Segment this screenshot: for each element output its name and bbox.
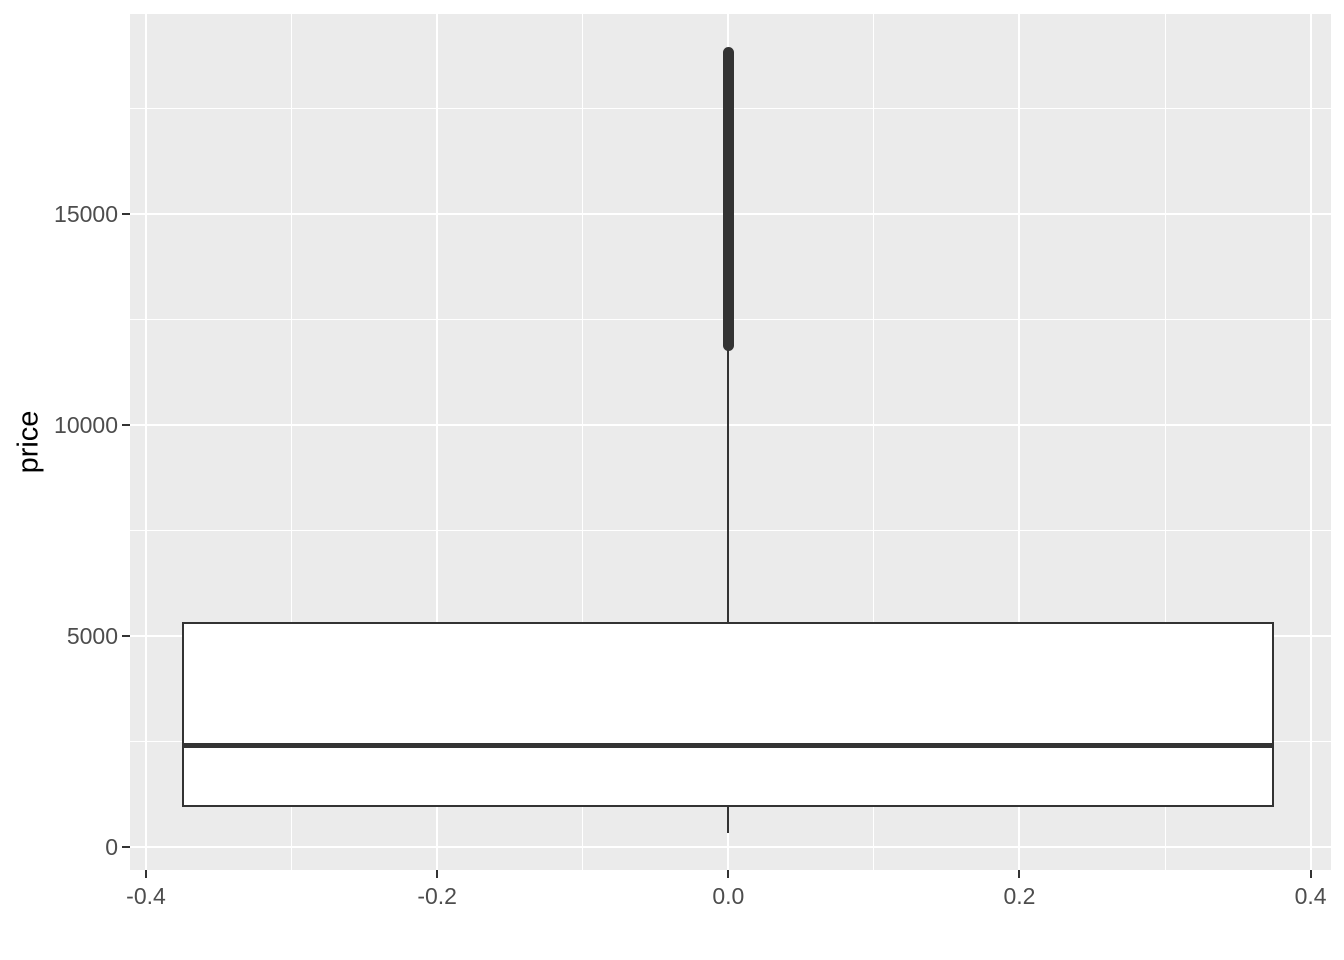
y-gridline-major — [130, 845, 1331, 848]
box-body — [182, 622, 1275, 807]
x-axis-tick — [1309, 870, 1312, 878]
x-axis-tick — [436, 870, 439, 878]
x-gridline-major — [1018, 14, 1021, 870]
y-axis-tick — [122, 212, 130, 215]
x-tick-label: 0.2 — [1003, 883, 1036, 909]
x-tick-label: -0.4 — [126, 883, 166, 909]
x-tick-label: 0.0 — [712, 883, 745, 909]
y-tick-label: 5000 — [66, 622, 118, 649]
y-gridline-major — [130, 423, 1331, 426]
x-gridline-major — [145, 14, 147, 870]
box-whisker-upper — [727, 345, 730, 623]
x-gridline-major — [1309, 14, 1312, 870]
y-axis-tick — [122, 845, 130, 848]
x-gridline-minor — [291, 14, 293, 870]
y-tick-label: 0 — [105, 833, 118, 860]
y-axis-tick — [122, 634, 130, 637]
x-gridline-minor — [582, 14, 584, 870]
x-gridline-major — [436, 14, 439, 870]
x-gridline-minor — [873, 14, 875, 870]
box-whisker-lower — [727, 806, 730, 834]
y-gridline-minor — [130, 529, 1331, 531]
y-tick-label: 15000 — [54, 200, 118, 227]
box-median — [182, 743, 1275, 748]
y-axis-tick — [122, 423, 130, 426]
outlier-strip — [722, 47, 734, 351]
x-axis-tick — [727, 870, 730, 878]
y-tick-label: 10000 — [54, 411, 118, 438]
x-axis-tick — [1018, 870, 1021, 878]
x-tick-label: 0.4 — [1294, 883, 1327, 909]
x-tick-label: -0.2 — [417, 883, 457, 909]
x-gridline-minor — [1164, 14, 1166, 870]
x-axis-tick — [145, 870, 147, 878]
